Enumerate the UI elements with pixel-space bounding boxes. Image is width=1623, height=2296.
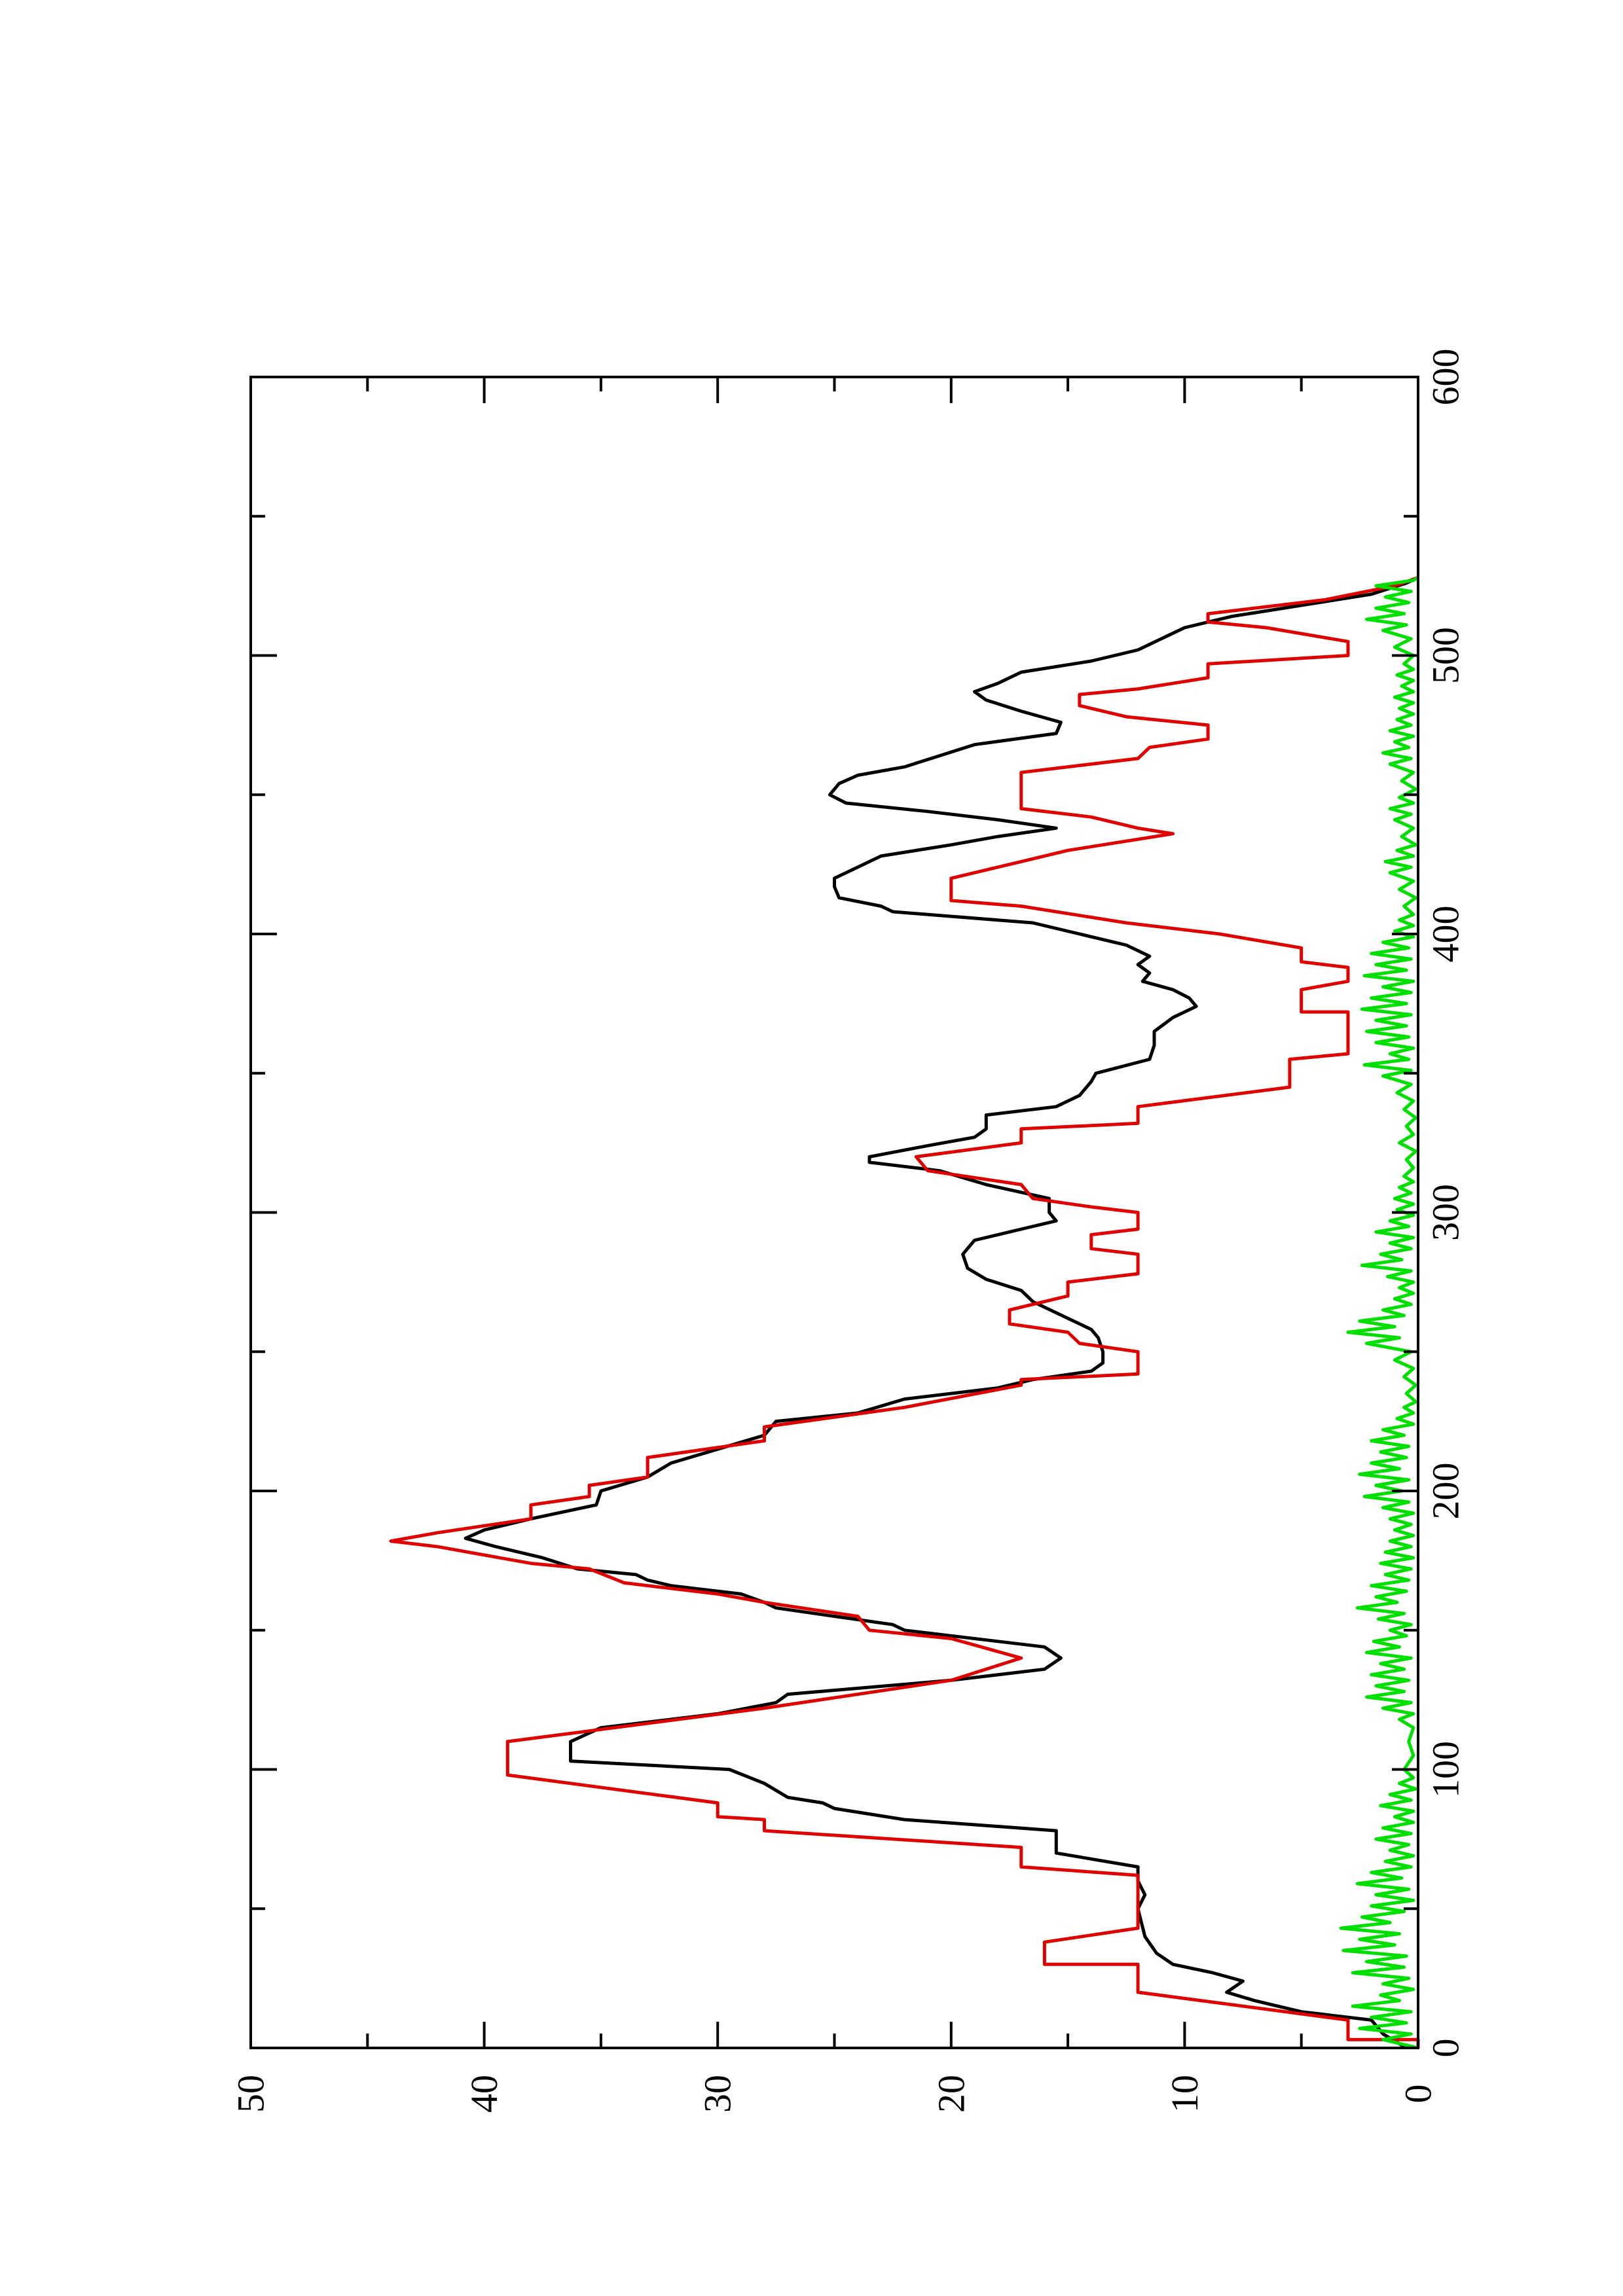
x-tick-label: 200 bbox=[1425, 1463, 1467, 1520]
x-tick-label: 500 bbox=[1425, 627, 1467, 684]
x-tick-label: 400 bbox=[1425, 906, 1467, 963]
y-tick-label: 40 bbox=[463, 2075, 505, 2113]
tick-labels-layer: 0 100 200 300 400 500 600 0 10 20 30 40 50 bbox=[230, 349, 1467, 2113]
y-tick-label: 0 bbox=[1397, 2085, 1440, 2104]
y-tick-label: 20 bbox=[930, 2075, 972, 2113]
series-layer bbox=[389, 576, 1420, 2050]
ticks-layer bbox=[249, 376, 1419, 2049]
x-tick-label: 0 bbox=[1425, 2039, 1467, 2058]
y-tick-label: 10 bbox=[1163, 2075, 1206, 2113]
series-line-1 bbox=[464, 576, 1419, 2050]
y-tick-label: 30 bbox=[697, 2075, 739, 2113]
x-tick-label: 600 bbox=[1425, 349, 1467, 406]
x-tick-label: 300 bbox=[1425, 1184, 1467, 1241]
series-line-3 bbox=[1339, 576, 1419, 2050]
series-line-2 bbox=[389, 576, 1420, 2048]
x-tick-label: 100 bbox=[1425, 1741, 1467, 1798]
y-tick-label: 50 bbox=[230, 2075, 272, 2113]
